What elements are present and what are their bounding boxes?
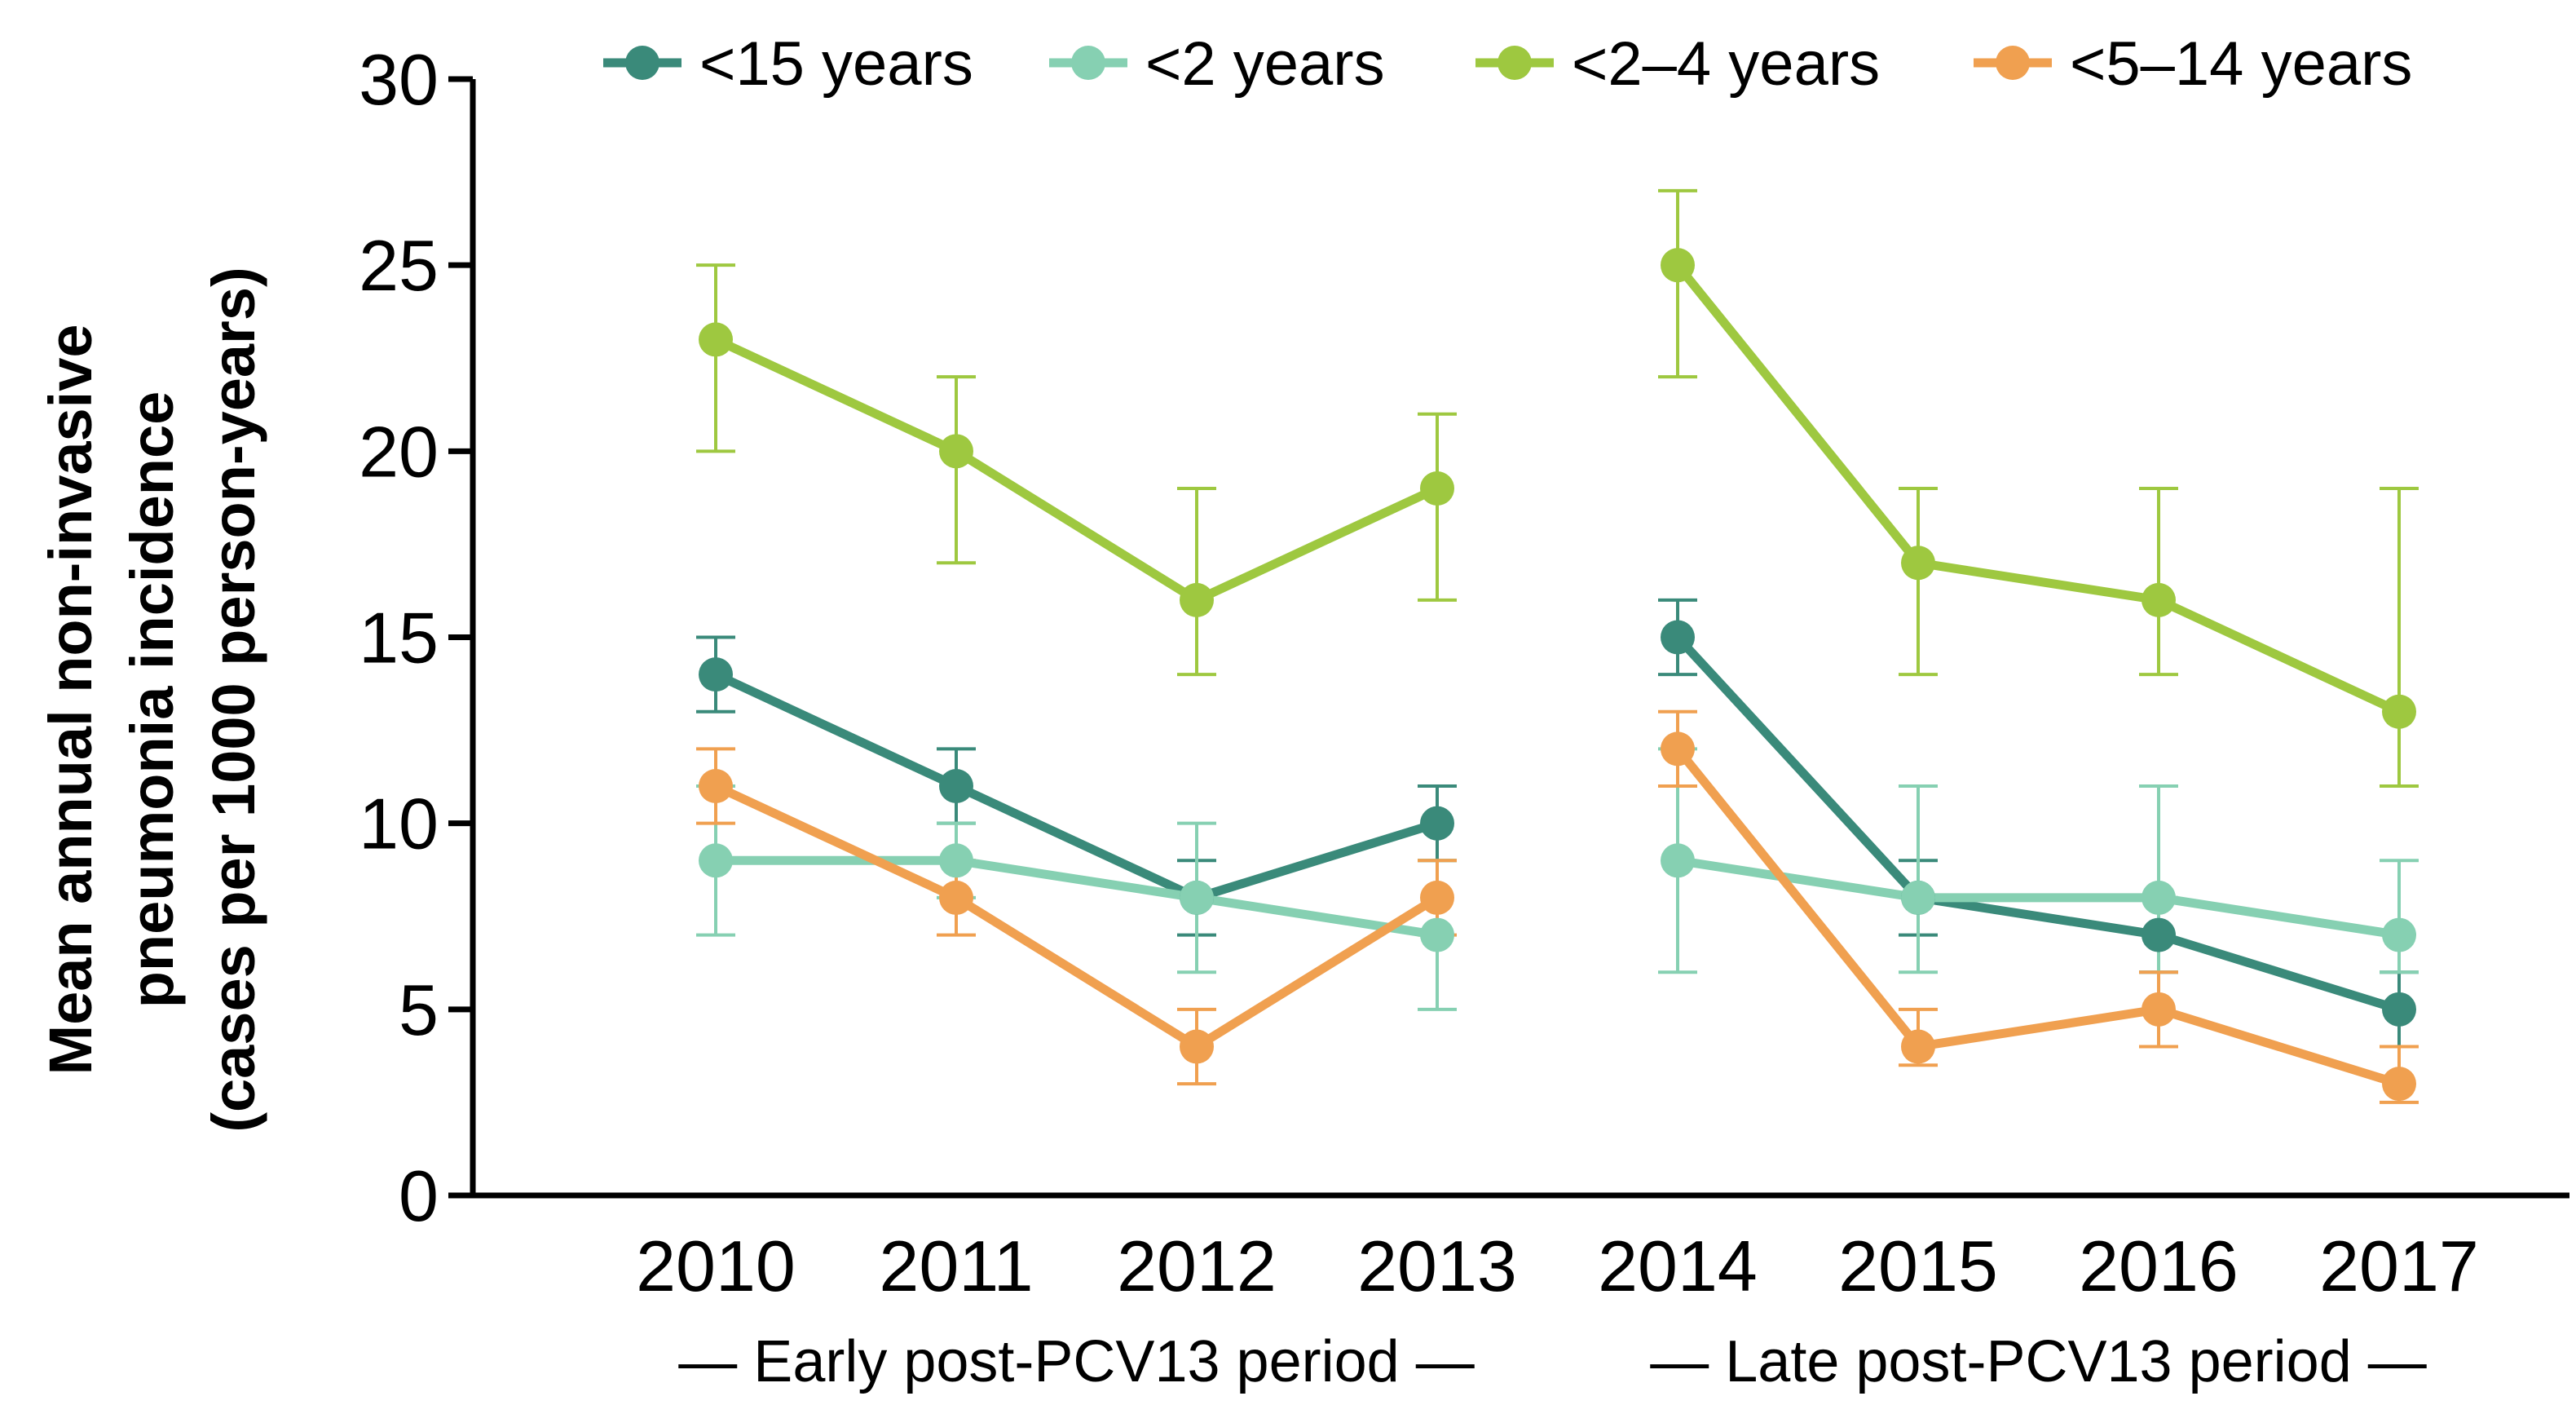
- legend-swatch-marker: [1996, 46, 2030, 80]
- x-tick-label: 2012: [1117, 1226, 1277, 1306]
- legend-swatch-marker: [1071, 46, 1105, 80]
- series-line: [711, 669, 1442, 903]
- data-point: [1901, 880, 1935, 915]
- x-tick-label: 2017: [2319, 1226, 2479, 1306]
- legend-label: <2–4 years: [1572, 29, 1880, 99]
- y-axis-label-line-2: pneumonia incidence: [118, 391, 186, 1009]
- data-point: [2142, 582, 2176, 617]
- period-label: — Early post-PCV13 period —: [678, 1329, 1474, 1394]
- data-point: [1661, 731, 1695, 767]
- legend-item: <2–4 years: [1475, 29, 1880, 99]
- data-point: [2142, 880, 2176, 915]
- data-point: [1901, 546, 1935, 581]
- error-bar: [1899, 486, 1938, 677]
- legend: <15 years <2 years <2–4 years <5–14 years: [603, 29, 2412, 99]
- y-axis-label-line-1: Mean annual non-invasive: [37, 324, 104, 1075]
- error-bar: [696, 263, 735, 453]
- y-tick-label: 20: [359, 411, 439, 492]
- error-bar: [2380, 859, 2419, 974]
- x-tick-label: 2010: [636, 1226, 796, 1306]
- x-tick-label: 2015: [1838, 1226, 1998, 1306]
- period-label: — Late post-PCV13 period —: [1650, 1329, 2427, 1394]
- error-bars: [696, 188, 2419, 1104]
- error-bar: [2139, 486, 2178, 677]
- data-point: [2142, 917, 2176, 952]
- x-tick-label: 2011: [879, 1226, 1033, 1306]
- y-tick-label: 15: [359, 598, 439, 678]
- y-tick-label: 5: [399, 970, 439, 1050]
- series-line: [1673, 260, 2404, 717]
- series-points: [699, 248, 2416, 1102]
- legend-item: <5–14 years: [1974, 29, 2412, 99]
- data-point: [939, 434, 973, 469]
- data-point: [699, 769, 733, 804]
- series-line: [711, 855, 1442, 940]
- data-point: [1901, 1029, 1935, 1064]
- series-line: [1673, 744, 2404, 1089]
- error-bar: [1418, 412, 1457, 602]
- legend-swatch-marker: [625, 46, 659, 80]
- legend-item: <2 years: [1049, 29, 1385, 99]
- data-point: [1180, 1029, 1214, 1064]
- data-point: [2382, 917, 2416, 952]
- data-point: [699, 657, 733, 692]
- error-bar: [937, 375, 976, 565]
- period-labels: — Early post-PCV13 period — — Late post-P…: [678, 1329, 2426, 1394]
- data-point: [2382, 1067, 2416, 1102]
- data-point: [1420, 880, 1454, 915]
- error-bar: [1177, 486, 1216, 677]
- data-point: [1661, 843, 1695, 878]
- error-bar: [2380, 486, 2419, 789]
- y-tick-label: 30: [359, 39, 439, 120]
- series-lines: [711, 260, 2404, 1089]
- data-point: [1661, 620, 1695, 655]
- y-axis-label-line-3: (cases per 1000 person-years): [200, 267, 267, 1132]
- axes: [470, 79, 2569, 1199]
- data-point: [2142, 992, 2176, 1027]
- x-tick-label: 2013: [1357, 1226, 1517, 1306]
- x-tick-label: 2014: [1598, 1226, 1758, 1306]
- data-point: [699, 322, 733, 357]
- data-point: [939, 769, 973, 804]
- error-bar: [1658, 188, 1697, 379]
- legend-item: <15 years: [603, 29, 973, 99]
- x-axis-ticks: 2010 2011 2012 2013 2014 2015 2016 2017: [636, 1226, 2479, 1306]
- data-point: [1180, 880, 1214, 915]
- series-line: [711, 334, 1442, 605]
- series-line: [711, 781, 1442, 1051]
- legend-swatch-marker: [1498, 46, 1532, 80]
- x-tick-label: 2016: [2079, 1226, 2239, 1306]
- data-point: [1420, 806, 1454, 841]
- y-tick-label: 25: [359, 225, 439, 306]
- y-axis-label: Mean annual non-invasive pneumonia incid…: [37, 267, 267, 1132]
- data-point: [699, 843, 733, 878]
- legend-label: <15 years: [699, 29, 973, 99]
- legend-label: <2 years: [1145, 29, 1385, 99]
- data-point: [2382, 992, 2416, 1027]
- data-point: [1420, 471, 1454, 506]
- data-point: [1661, 248, 1695, 283]
- series-line: [1673, 633, 2404, 1014]
- legend-label: <5–14 years: [2070, 29, 2412, 99]
- y-axis-ticks: 0 5 10 15 20 25 30: [359, 39, 473, 1236]
- y-tick-label: 0: [399, 1155, 439, 1236]
- y-tick-label: 10: [359, 784, 439, 864]
- data-point: [1180, 582, 1214, 617]
- series-line: [1673, 855, 2404, 940]
- data-point: [2382, 694, 2416, 729]
- error-bar: [1899, 784, 1938, 974]
- data-point: [939, 880, 973, 915]
- data-point: [939, 843, 973, 878]
- data-point: [1420, 917, 1454, 952]
